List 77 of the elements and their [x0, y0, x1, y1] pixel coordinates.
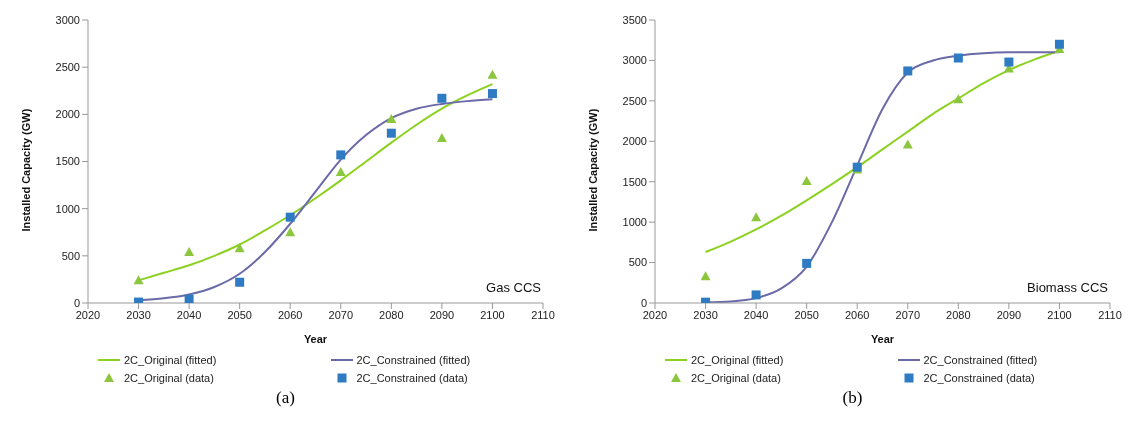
point — [285, 212, 295, 222]
legend-label: 2C_Constrained (data) — [923, 372, 1035, 384]
point — [700, 271, 711, 281]
point — [903, 66, 913, 76]
y-tick-label: 1500 — [622, 175, 647, 188]
x-tick-label: 2070 — [328, 308, 354, 321]
x-tick-label: 2110 — [1098, 308, 1122, 321]
annotation: Biomass CCS — [1027, 280, 1108, 295]
x-tick-label: 2030 — [126, 308, 151, 321]
point — [751, 290, 761, 300]
legend-label: 2C_Original (fitted) — [124, 354, 217, 366]
legend-label: 2C_Original (data) — [691, 372, 781, 384]
x-tick-label: 2040 — [743, 308, 769, 321]
point — [386, 114, 397, 124]
legend-label: 2C_Original (fitted) — [691, 354, 784, 366]
x-tick-label: 2090 — [429, 308, 455, 321]
x-tick-label: 2060 — [844, 308, 870, 321]
y-tick-label: 2500 — [55, 61, 80, 74]
y-tick-label: 2000 — [55, 108, 80, 121]
point — [335, 166, 346, 176]
point — [437, 93, 447, 103]
x-tick-label: 2100 — [480, 308, 505, 321]
text: (a) — [275, 388, 296, 408]
point — [802, 258, 812, 268]
x-tick-label: 2020 — [642, 308, 668, 321]
x-axis-title: Year — [303, 333, 328, 345]
y-tick-label: 1000 — [622, 216, 647, 229]
y-axis-title: Installed Capacity (GW) — [19, 108, 32, 232]
x-tick-label: 2080 — [379, 308, 404, 321]
point — [184, 247, 195, 257]
point — [235, 277, 245, 287]
point — [487, 89, 497, 99]
point — [953, 53, 963, 63]
x-tick-label: 2090 — [996, 308, 1022, 321]
legend-label: 2C_Constrained (data) — [356, 372, 468, 384]
x-tick-label: 2100 — [1047, 308, 1072, 321]
y-tick-label: 2500 — [622, 94, 647, 107]
x-tick-label: 2020 — [75, 308, 101, 321]
y-tick-label: 2000 — [622, 135, 647, 148]
legend-label: 2C_Constrained (fitted) — [356, 354, 471, 366]
x-axis-title: Year — [870, 333, 895, 345]
x-tick-label: 2050 — [794, 308, 819, 321]
y-tick-label: 3000 — [622, 54, 647, 67]
point — [487, 69, 498, 79]
point — [953, 94, 964, 104]
y-tick-label: 1000 — [55, 202, 80, 215]
point — [285, 227, 296, 237]
point — [436, 132, 447, 142]
y-tick-label: 3500 — [622, 13, 647, 26]
x-tick-label: 2040 — [176, 308, 202, 321]
point — [1004, 57, 1014, 67]
annotation: Gas CCS — [486, 280, 541, 295]
point — [902, 139, 913, 149]
point — [184, 294, 194, 303]
point — [801, 175, 812, 185]
point — [133, 275, 144, 285]
x-tick-label: 2070 — [895, 308, 921, 321]
y-tick-label: 1500 — [55, 155, 80, 168]
y-tick-label: 0 — [640, 296, 647, 309]
legend-label: 2C_Original (data) — [124, 372, 214, 384]
x-tick-label: 2050 — [227, 308, 252, 321]
x-tick-label: 2080 — [946, 308, 971, 321]
y-tick-label: 3000 — [55, 13, 80, 26]
point — [336, 150, 346, 160]
point — [1054, 39, 1064, 49]
x-tick-label: 2060 — [277, 308, 303, 321]
y-tick-label: 0 — [73, 296, 80, 309]
x-tick-label: 2030 — [693, 308, 718, 321]
y-tick-label: 500 — [61, 249, 80, 262]
y-tick-label: 500 — [628, 256, 647, 269]
x-tick-label: 2110 — [531, 308, 555, 321]
point — [751, 212, 762, 222]
text: (b) — [841, 388, 864, 408]
y-axis-title: Installed Capacity (GW) — [586, 108, 599, 232]
point — [386, 128, 396, 138]
point — [234, 243, 245, 253]
legend-label: 2C_Constrained (fitted) — [923, 354, 1038, 366]
